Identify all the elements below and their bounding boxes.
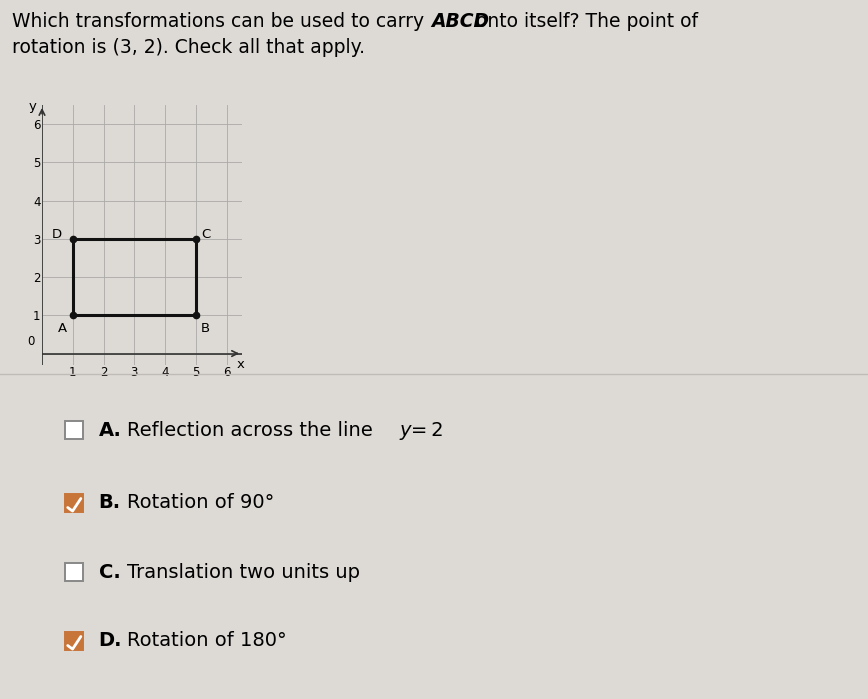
Text: = 2: = 2: [407, 421, 444, 440]
Text: ABCD: ABCD: [431, 12, 490, 31]
Text: Translation two units up: Translation two units up: [127, 563, 360, 582]
Text: D.: D.: [99, 631, 122, 651]
Text: B.: B.: [99, 493, 121, 512]
Text: Which transformations can be used to carry: Which transformations can be used to car…: [12, 12, 431, 31]
Text: onto itself? The point of: onto itself? The point of: [470, 12, 698, 31]
Text: 0: 0: [27, 335, 35, 348]
Text: D: D: [52, 229, 62, 241]
Text: rotation is (3, 2). Check all that apply.: rotation is (3, 2). Check all that apply…: [12, 38, 365, 57]
Text: Reflection across the line: Reflection across the line: [127, 421, 378, 440]
Text: y: y: [400, 421, 411, 440]
Text: C.: C.: [99, 563, 121, 582]
Text: x: x: [236, 359, 245, 371]
Text: Rotation of 180°: Rotation of 180°: [127, 631, 286, 651]
Text: C: C: [201, 229, 211, 241]
Text: B: B: [201, 322, 209, 336]
Text: A.: A.: [99, 421, 122, 440]
Text: Rotation of 90°: Rotation of 90°: [127, 493, 274, 512]
Text: A: A: [58, 322, 67, 336]
Text: y: y: [29, 101, 36, 113]
